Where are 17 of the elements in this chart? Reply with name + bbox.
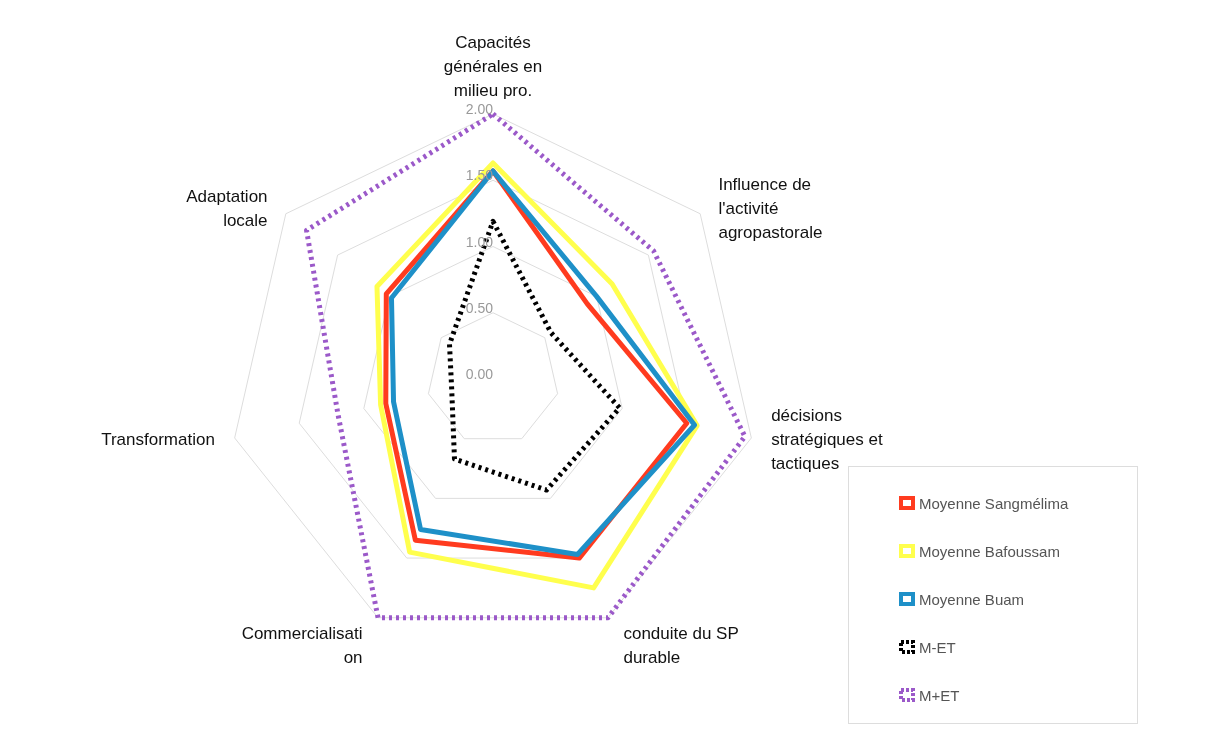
y-tick-label: 1.00 bbox=[465, 233, 494, 250]
legend-label: Moyenne Sangmélima bbox=[919, 494, 1069, 512]
spoke-label: Influence de l'activité agropastorale bbox=[718, 174, 823, 242]
spoke-label: Adaptation locale bbox=[186, 186, 268, 230]
spoke-label: Commercialisation bbox=[241, 623, 363, 667]
y-tick-label: 1.50 bbox=[465, 167, 494, 184]
legend-label: M+ET bbox=[919, 686, 960, 704]
spoke-label: conduite du SP durable bbox=[623, 623, 739, 667]
y-tick-label: 0.00 bbox=[465, 366, 494, 382]
legend-label: Moyenne Bafoussam bbox=[919, 542, 1060, 560]
legend-label: M-ET bbox=[919, 638, 956, 656]
legend-label: Moyenne Buam bbox=[919, 590, 1025, 608]
spoke-label: Capacités générales en milieu pro. bbox=[443, 33, 543, 100]
spoke-label: Transformation bbox=[101, 429, 215, 449]
y-tick-label: 0.50 bbox=[465, 299, 494, 316]
spoke-label: décisions stratégiques et tactiques bbox=[771, 405, 883, 473]
y-tick-label: 2.00 bbox=[465, 101, 494, 117]
